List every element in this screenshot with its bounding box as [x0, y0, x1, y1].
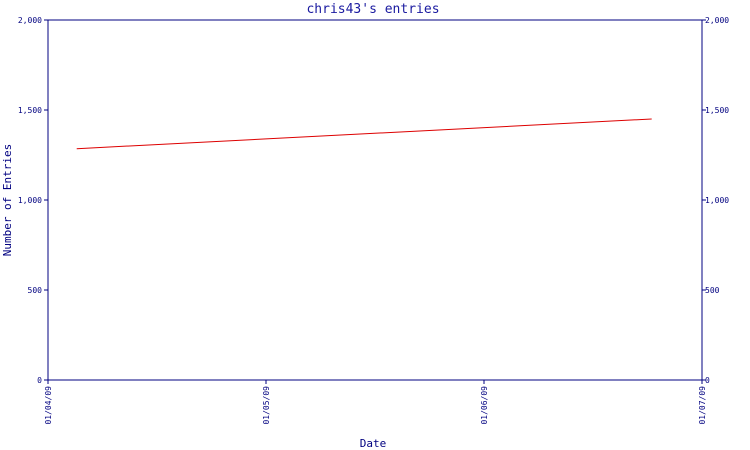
x-axis-label: Date: [360, 437, 387, 450]
series-line: [76, 118, 652, 150]
y-tick-label-right: 0: [705, 376, 710, 385]
y-tick-label-right: 2,000: [705, 16, 729, 25]
y-tick-label-left: 1,500: [18, 106, 42, 115]
x-tick-label: 01/06/09: [480, 386, 489, 425]
y-axis-right: 0 500 1,000 1,500 2,000: [702, 16, 729, 385]
plot-frame: [47, 19, 703, 381]
series-layer: [76, 118, 652, 150]
y-axis-label: Number of Entries: [1, 144, 14, 257]
chart-title: chris43's entries: [306, 2, 439, 17]
x-tick-label: 01/04/09: [44, 386, 53, 425]
x-axis: 01/04/09 01/05/09 01/06/09 01/07/09: [44, 380, 707, 425]
y-tick-label-left: 1,000: [18, 196, 42, 205]
x-tick-label: 01/07/09: [698, 386, 707, 425]
y-tick-label-left: 2,000: [18, 16, 42, 25]
y-tick-label-left: 500: [28, 286, 43, 295]
x-tick-label: 01/05/09: [262, 386, 271, 425]
y-tick-label-left: 0: [37, 376, 42, 385]
y-axis-left: 0 500 1,000 1,500 2,000: [18, 16, 48, 385]
y-tick-label-right: 1,500: [705, 106, 729, 115]
y-tick-label-right: 1,000: [705, 196, 729, 205]
y-tick-label-right: 500: [705, 286, 720, 295]
